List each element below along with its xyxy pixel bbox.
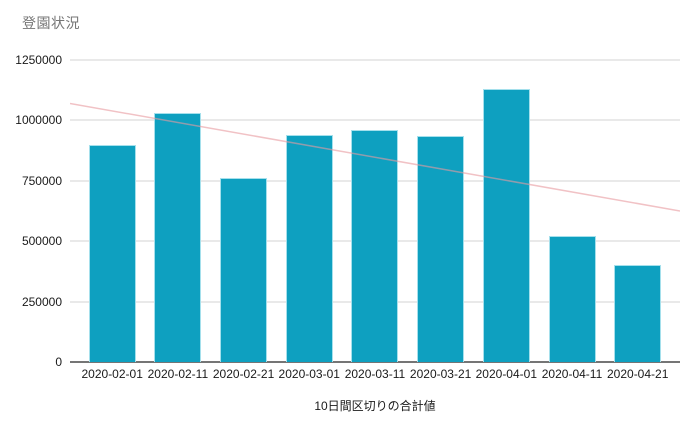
x-axis-line: [70, 361, 680, 363]
x-tick-label: 2020-02-11: [147, 367, 209, 381]
y-tick-label: 500000: [21, 234, 62, 249]
x-tick-slot: 2020-02-11: [148, 367, 209, 382]
bar-2020-04-01[interactable]: [482, 89, 530, 362]
bars-container: [70, 60, 680, 362]
plot-area: [70, 59, 680, 363]
bar-2020-02-21[interactable]: [220, 178, 268, 362]
bar-2020-02-11[interactable]: [154, 113, 202, 362]
x-tick-slot: 2020-02-01: [81, 367, 142, 382]
x-axis-title: 10日間区切りの合計値: [314, 399, 436, 413]
bar-2020-03-11[interactable]: [351, 130, 399, 362]
chart-title: 登園状況: [22, 15, 80, 31]
x-tick-label: 2020-02-21: [212, 367, 275, 381]
x-tick-label: 2020-02-01: [81, 367, 143, 381]
y-tick-label: 250000: [21, 294, 62, 309]
x-tick-label: 2020-04-21: [606, 367, 669, 381]
bar-2020-03-21[interactable]: [417, 136, 465, 362]
y-tick-label: 750000: [21, 173, 62, 188]
x-tick-slot: 2020-03-11: [345, 367, 406, 382]
bar-2020-02-01[interactable]: [88, 144, 136, 362]
y-axis-labels: 0 250000 500000 750000 1000000 1250000: [0, 53, 62, 369]
bar-2020-04-21[interactable]: [614, 265, 662, 362]
x-tick-slot: 2020-03-01: [279, 367, 340, 382]
x-tick-slot: 2020-02-21: [213, 367, 274, 382]
y-tick-label: 1250000: [15, 53, 62, 67]
x-tick-label: 2020-04-11: [541, 367, 603, 381]
x-tick-slot: 2020-03-21: [410, 367, 471, 382]
bar-2020-03-01[interactable]: [285, 134, 333, 362]
bar-2020-04-11[interactable]: [548, 236, 596, 362]
y-tick-label: 1000000: [15, 113, 62, 128]
x-tick-label: 2020-03-21: [409, 367, 472, 381]
gridline: [70, 59, 680, 61]
x-tick-label: 2020-03-01: [278, 367, 340, 381]
x-tick-slot: 2020-04-21: [607, 367, 668, 382]
x-tick-slot: 2020-04-11: [542, 367, 603, 382]
x-tick-label: 2020-03-11: [344, 367, 406, 381]
x-axis-labels: 2020-02-01 2020-02-11 2020-02-21 2020-03-01…: [70, 367, 680, 382]
x-tick-slot: 2020-04-01: [476, 367, 537, 382]
x-tick-label: 2020-04-01: [475, 367, 538, 381]
y-tick-label: 0: [55, 355, 62, 369]
